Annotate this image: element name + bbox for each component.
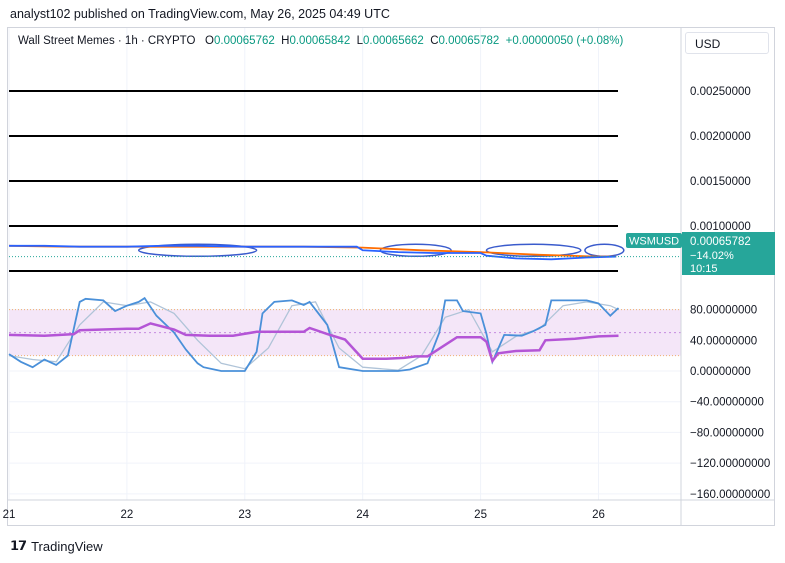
- oscillator-panel-layer: [8, 296, 620, 372]
- oscillator-axis-tick-label: −160.00000000: [690, 489, 770, 501]
- price-tag-countdown: 10:15: [690, 263, 718, 275]
- close-value: 0.00065782: [438, 35, 500, 47]
- ohlc-legend: Wall Street Memes · 1h · CRYPTO O0.00065…: [18, 35, 623, 47]
- price-tag-change: −14.02%: [690, 250, 734, 262]
- oscillator-band-layer: [9, 309, 681, 357]
- symbol-tag-label: WSMUSD: [629, 236, 679, 248]
- stochastic-k-line: [8, 296, 620, 372]
- price-axis-tick-label: 0.00250000: [690, 86, 751, 98]
- footer-brand[interactable]: 𝟭𝟳 TradingView: [10, 538, 103, 554]
- footer-brand-label: TradingView: [31, 538, 103, 554]
- x-axis-tick-label: 26: [592, 509, 605, 521]
- high-label: H: [281, 35, 290, 47]
- price-tag-price: 0.00065782: [690, 236, 751, 248]
- x-axis-tick-label: 24: [356, 509, 369, 521]
- x-axis-tick-label: 23: [238, 509, 251, 521]
- low-value: 0.00065662: [363, 35, 424, 47]
- axis-layer: 21 22 23 24 25 26 0.00250000 0.00200000 0.001500…: [3, 28, 775, 525]
- currency-button[interactable]: USD: [685, 32, 769, 54]
- open-label: O: [205, 35, 214, 47]
- x-axis-tick-label: 25: [474, 509, 487, 521]
- oscillator-axis-tick-label: 40.00000000: [690, 335, 757, 347]
- x-axis-tick-label: 21: [3, 509, 16, 521]
- open-value: 0.00065762: [214, 35, 275, 47]
- oscillator-axis-tick-label: −120.00000000: [690, 458, 770, 470]
- publisher-line: analyst102 published on TradingView.com,…: [10, 7, 390, 21]
- low-label: L: [356, 35, 364, 47]
- chart-frame: [7, 27, 775, 526]
- symbol-tag-box: [626, 233, 682, 248]
- price-axis-tick-label: 0.00200000: [690, 131, 751, 143]
- price-panel-layer: [8, 90, 681, 272]
- x-axis-tick-label: 22: [120, 509, 133, 521]
- envelope-band: [137, 243, 258, 258]
- envelope-band: [584, 243, 625, 258]
- close-label: C: [430, 35, 439, 47]
- grid-layer: [8, 28, 681, 500]
- tradingview-logo-icon: 𝟭𝟳: [10, 538, 27, 553]
- oscillator-axis-tick-label: −40.00000000: [690, 397, 764, 409]
- envelope-band: [485, 243, 582, 258]
- oscillator-axis-tick-label: 80.00000000: [690, 305, 757, 317]
- high-value: 0.00065842: [289, 35, 351, 47]
- oscillator-axis-tick-label: −80.00000000: [690, 427, 764, 439]
- change-value: +0.00000050 (+0.08%): [505, 35, 624, 47]
- rsi-line: [8, 322, 619, 364]
- symbol-title[interactable]: Wall Street Memes · 1h · CRYPTO: [18, 35, 196, 47]
- oscillator-axis-tick-label: 0.00000000: [690, 366, 751, 378]
- price-axis-tick-label: 0.00150000: [690, 176, 751, 188]
- price-line: [9, 244, 617, 261]
- price-axis-tick-label: 0.00100000: [690, 221, 751, 233]
- price-tag-box: [682, 232, 775, 275]
